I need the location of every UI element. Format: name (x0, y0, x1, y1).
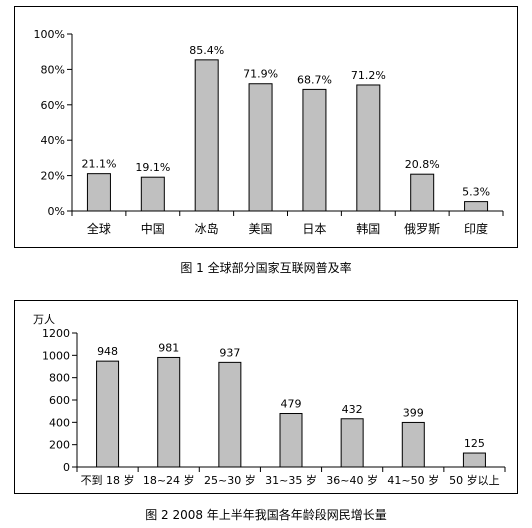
chart1-y-tick-label: 60% (41, 99, 65, 112)
chart2-value-label: 399 (403, 406, 424, 419)
chart1-bar (356, 84, 381, 212)
chart1-value-label: 5.3% (462, 186, 490, 199)
chart1-panel: 0% 20% 40% 60% 80% 100% 21.1% 全球 19.1% 中国 85.4% 冰岛 7… (14, 6, 518, 248)
chart2-panel: 0 200 400 600 800 1000 1200 948 不到 18 岁 981 18~24 … (14, 300, 518, 494)
chart1-category-label: 俄罗斯 (404, 222, 440, 236)
chart2-category-label: 36~40 岁 (326, 473, 378, 487)
chart1-bar (410, 173, 435, 212)
chart1-bar (248, 83, 273, 212)
chart2-value-label: 479 (281, 398, 302, 411)
chart2-value-label: 937 (219, 346, 240, 359)
chart1-value-label: 71.9% (243, 68, 278, 81)
chart1-bar (302, 88, 327, 212)
chart2-category-label: 50 岁以上 (449, 473, 500, 487)
chart2-y-tick-label: 800 (49, 372, 70, 385)
chart1-category-label: 韩国 (356, 221, 380, 236)
chart2-value-label: 125 (464, 437, 485, 450)
chart1-y-tick-label: 0% (48, 205, 65, 218)
chart1-value-label: 68.7% (297, 73, 332, 86)
chart1-value-label: 21.1% (81, 158, 116, 171)
chart1-internet-penetration: 0% 20% 40% 60% 80% 100% 21.1% 全球 19.1% 中国 85.4% 冰岛 7… (34, 28, 504, 236)
chart2-y-tick-label: 0 (63, 461, 70, 474)
chart1-bar (464, 201, 489, 212)
chart1-y-tick-label: 20% (41, 170, 65, 183)
chart2-bar (157, 356, 181, 468)
chart2-value-label: 432 (342, 403, 363, 416)
chart2-y-tick-label: 600 (49, 394, 70, 407)
chart2-value-label: 981 (158, 341, 179, 354)
chart1-category-label: 美国 (249, 222, 273, 236)
chart2-category-label: 25~30 岁 (204, 473, 256, 487)
chart2-bar (96, 360, 120, 468)
chart1-category-label: 全球 (87, 221, 111, 236)
chart2-y-tick-label: 200 (49, 439, 70, 452)
chart2-category-label: 41~50 岁 (387, 473, 439, 487)
chart2-category-label: 18~24 岁 (143, 473, 195, 487)
chart1-category-label: 冰岛 (195, 221, 219, 236)
chart1-caption: 图 1 全球部分国家互联网普及率 (180, 261, 352, 275)
chart2-bar (340, 418, 364, 468)
chart1-value-label: 85.4% (189, 44, 224, 57)
chart2-bar (401, 421, 425, 468)
chart1-y-tick-label: 80% (41, 63, 65, 76)
chart1-bar (194, 59, 219, 212)
chart1-bar (140, 176, 165, 212)
chart2-y-unit-label: 万人 (33, 313, 55, 326)
chart2-caption: 图 2 2008 年上半年我国各年龄段网民增长量 (145, 508, 387, 522)
chart1-value-label: 71.2% (351, 69, 386, 82)
chart2-category-label: 31~35 岁 (265, 473, 317, 487)
chart1-y-tick-label: 100% (34, 28, 65, 41)
chart1-value-label: 19.1% (135, 161, 170, 174)
chart1-value-label: 20.8% (405, 158, 440, 171)
chart1-category-label: 印度 (464, 221, 488, 236)
chart2-bar (279, 413, 303, 468)
chart2-y-tick-label: 400 (49, 416, 70, 429)
chart1-bar (86, 173, 111, 212)
chart2-y-tick-label: 1200 (42, 327, 70, 340)
chart2-netizen-growth: 0 200 400 600 800 1000 1200 948 不到 18 岁 981 18~24 … (33, 313, 506, 487)
chart2-value-label: 948 (97, 345, 118, 358)
chart1-category-label: 中国 (141, 221, 165, 236)
chart2-y-tick-label: 1000 (42, 349, 70, 362)
chart1-y-tick-label: 40% (41, 134, 65, 147)
chart2-category-label: 不到 18 岁 (81, 473, 135, 487)
chart2-bar (462, 452, 486, 468)
chart1-category-label: 日本 (302, 222, 326, 236)
chart2-bar (218, 361, 242, 468)
